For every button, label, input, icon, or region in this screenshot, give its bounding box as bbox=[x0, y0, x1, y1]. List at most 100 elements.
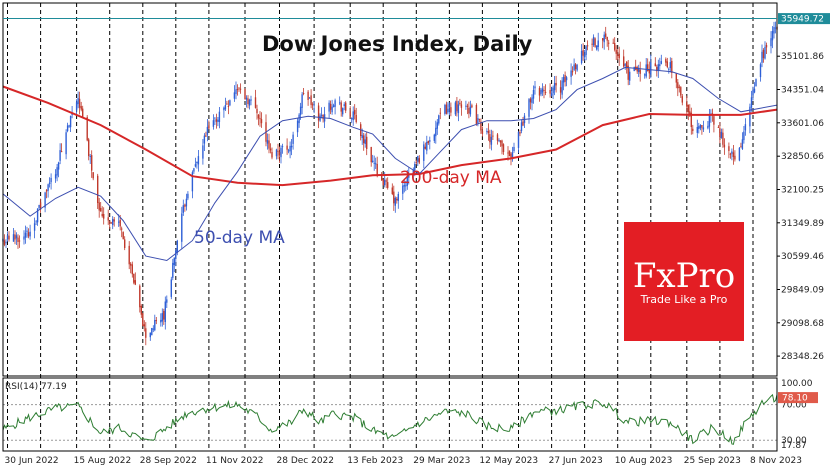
candle-body bbox=[345, 102, 347, 111]
candle-body bbox=[765, 45, 768, 48]
candle-body bbox=[301, 94, 303, 108]
candle-body bbox=[57, 162, 60, 170]
rsi-last-label: 78.10 bbox=[782, 394, 808, 404]
candle-body bbox=[366, 136, 368, 149]
candle-body bbox=[444, 105, 446, 114]
candle-body bbox=[671, 60, 673, 73]
candle-body bbox=[296, 120, 299, 133]
candle-body bbox=[553, 83, 556, 91]
candle-body bbox=[638, 67, 640, 72]
candle-body bbox=[239, 88, 242, 90]
candle-body bbox=[320, 114, 323, 116]
candle-body bbox=[187, 193, 189, 199]
candle-body bbox=[591, 43, 593, 45]
candle-body bbox=[559, 87, 562, 93]
candle-body bbox=[415, 161, 417, 163]
candle-body bbox=[385, 180, 387, 182]
candle-body bbox=[110, 222, 112, 224]
candle-body bbox=[624, 64, 626, 66]
candle-body bbox=[100, 208, 102, 212]
candle-body bbox=[565, 77, 568, 81]
candle-body bbox=[208, 125, 210, 129]
candle-body bbox=[59, 150, 61, 161]
candle-body bbox=[286, 145, 288, 150]
candle-body bbox=[89, 156, 91, 157]
candle-body bbox=[65, 132, 67, 155]
candle-body bbox=[235, 89, 237, 94]
candle-body bbox=[771, 31, 774, 41]
x-tick-label: 29 Mar 2023 bbox=[413, 456, 470, 466]
candle-body bbox=[163, 311, 165, 320]
candle-body bbox=[750, 97, 753, 108]
candle-body bbox=[128, 245, 130, 265]
candle-body bbox=[154, 320, 156, 331]
candle-body bbox=[633, 66, 635, 72]
time-axis: 30 Jun 2022 15 Aug 2022 28 Sep 2022 11 Nov … bbox=[5, 456, 802, 466]
candle-body bbox=[439, 112, 441, 114]
candle-body bbox=[405, 185, 407, 187]
candle-body bbox=[68, 125, 70, 127]
candle-body bbox=[269, 148, 272, 151]
rsi-panel: RSI(14) 77.19 bbox=[2, 382, 778, 445]
candle-body bbox=[708, 115, 711, 127]
candle-body bbox=[109, 221, 111, 223]
candle-body bbox=[387, 182, 389, 188]
rsi-level-70-label: 70.00 bbox=[781, 401, 807, 411]
candle-body bbox=[487, 131, 490, 134]
candle-body bbox=[659, 64, 661, 67]
price-candles bbox=[2, 21, 778, 346]
candle-body bbox=[544, 91, 547, 93]
candle-body bbox=[280, 147, 282, 158]
y-tick-label: 29098.68 bbox=[781, 319, 824, 329]
candle-body bbox=[248, 99, 251, 106]
rsi-level-30-label: 30.00 bbox=[781, 436, 807, 446]
candle-body bbox=[48, 182, 51, 184]
candle-body bbox=[382, 179, 384, 186]
candle-body bbox=[408, 174, 410, 178]
candle-body bbox=[615, 50, 617, 54]
candle-body bbox=[342, 108, 344, 115]
candle-body bbox=[397, 194, 399, 201]
candle-body bbox=[639, 69, 641, 74]
candle-body bbox=[310, 95, 312, 105]
candle-body bbox=[307, 91, 309, 100]
candle-body bbox=[349, 111, 351, 117]
fxpro-logo-text: FxPro bbox=[633, 256, 735, 296]
candle-body bbox=[308, 97, 311, 99]
candle-body bbox=[391, 187, 393, 194]
candle-body bbox=[720, 131, 723, 138]
candle-body bbox=[740, 146, 742, 148]
candle-body bbox=[755, 79, 757, 87]
candle-body bbox=[402, 185, 404, 194]
candle-body bbox=[23, 236, 25, 240]
candle-body bbox=[656, 66, 658, 72]
candle-body bbox=[571, 71, 574, 73]
candle-body bbox=[322, 114, 324, 120]
candle-body bbox=[519, 132, 521, 134]
candle-body bbox=[614, 43, 616, 50]
candle-body bbox=[513, 147, 515, 151]
y-tick-label: 29849.09 bbox=[781, 286, 824, 296]
candle-body bbox=[728, 146, 730, 151]
candle-body bbox=[214, 117, 216, 119]
fxpro-tagline: Trade Like a Pro bbox=[640, 293, 728, 306]
rsi-line bbox=[2, 393, 778, 445]
candle-body bbox=[238, 87, 240, 89]
candle-body bbox=[436, 122, 438, 129]
candle-body bbox=[668, 68, 670, 70]
candle-body bbox=[3, 240, 6, 245]
candle-body bbox=[364, 139, 366, 144]
candle-body bbox=[723, 144, 726, 148]
candle-body bbox=[313, 104, 315, 106]
candle-body bbox=[433, 134, 435, 141]
candle-body bbox=[412, 169, 414, 175]
candle-body bbox=[271, 151, 273, 158]
candle-body bbox=[50, 177, 52, 183]
candle-body bbox=[417, 155, 419, 162]
candle-body bbox=[151, 328, 153, 336]
candle-body bbox=[140, 305, 142, 315]
candle-body bbox=[328, 102, 330, 112]
candle-body bbox=[277, 150, 279, 152]
candle-body bbox=[468, 107, 470, 114]
candle-body bbox=[582, 50, 584, 56]
